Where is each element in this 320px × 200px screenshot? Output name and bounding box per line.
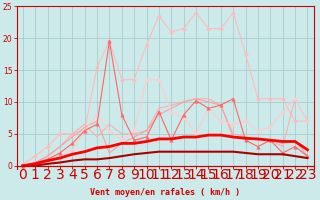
X-axis label: Vent moyen/en rafales ( km/h ): Vent moyen/en rafales ( km/h ): [90, 188, 240, 197]
